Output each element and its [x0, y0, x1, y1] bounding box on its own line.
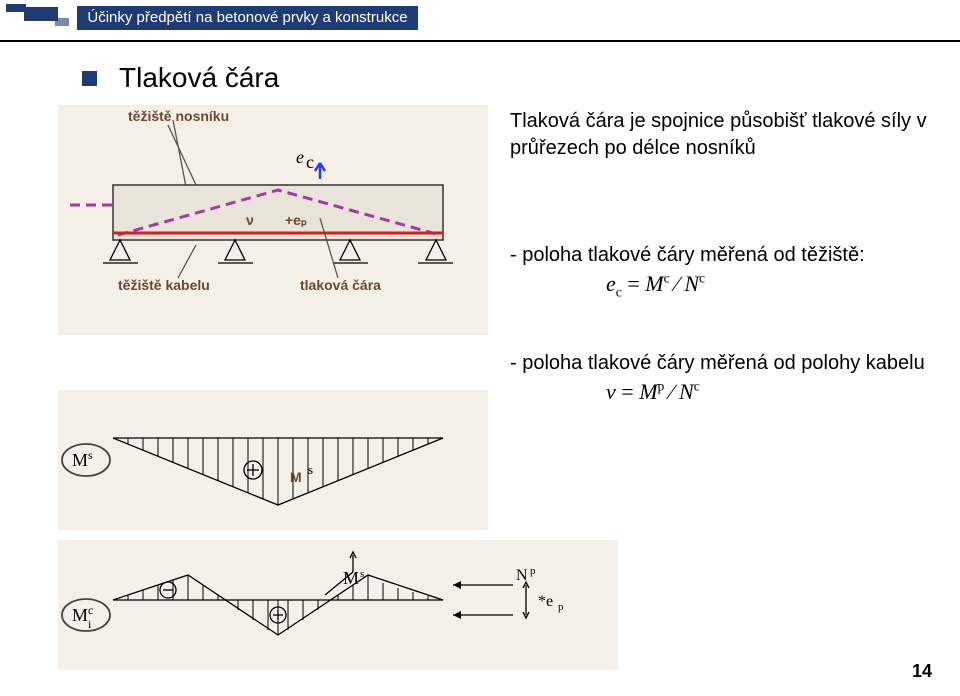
formula-a: ec = Mc ∕ Nc — [606, 271, 705, 296]
svg-text:s: s — [308, 462, 313, 477]
slide-title: Tlaková čára — [119, 62, 279, 94]
label-ms-inside: M — [290, 469, 302, 485]
slide-bullet — [82, 71, 97, 86]
bullet-a-text: - poloha tlakové čáry měřená od těžiště: — [510, 244, 865, 266]
formula-b: ν = Mp ∕ Nc — [606, 379, 700, 404]
figure-beam: těžiště nosníku ν +eₚ e c těžiště kabelu… — [58, 105, 488, 335]
svg-text:p: p — [558, 601, 564, 613]
label-mc: M — [72, 605, 88, 625]
svg-text:p: p — [530, 565, 536, 577]
bullet-b-text: - poloha tlakové čáry měřená od polohy k… — [510, 352, 925, 374]
header-deco-1 — [6, 4, 26, 12]
page-number: 14 — [912, 661, 932, 682]
figure-secondary-moment: M s M s — [58, 390, 488, 530]
label-cable-centroid: těžiště kabelu — [118, 277, 210, 293]
svg-text:c: c — [88, 603, 93, 617]
header-deco-2 — [24, 7, 58, 21]
label-ep: +eₚ — [285, 212, 307, 228]
paragraph-1: Tlaková čára je spojnice působišť tlakov… — [510, 108, 940, 162]
bullet-a: - poloha tlakové čáry měřená od těžiště:… — [510, 242, 940, 302]
svg-text:N: N — [516, 567, 528, 584]
label-nu: ν — [246, 212, 254, 228]
header-deco-3 — [55, 18, 69, 26]
svg-text:e: e — [296, 147, 304, 167]
page-header: Účinky předpětí na betonové prvky a kons… — [0, 0, 960, 42]
svg-text:*e: *e — [538, 593, 553, 610]
label-centroid: těžiště nosníku — [128, 108, 229, 124]
svg-text:c: c — [306, 152, 314, 172]
figure-total-moment: M c i M s N p *e p — [58, 540, 618, 670]
label-ms-left: M — [72, 450, 88, 470]
svg-text:s: s — [88, 448, 93, 462]
header-title: Účinky předpětí na betonové prvky a kons… — [77, 6, 417, 30]
svg-text:s: s — [360, 568, 364, 580]
label-pressure-line: tlaková čára — [300, 277, 381, 293]
slide-title-row: Tlaková čára — [82, 62, 279, 94]
bullet-b: - poloha tlakové čáry měřená od polohy k… — [510, 350, 940, 407]
